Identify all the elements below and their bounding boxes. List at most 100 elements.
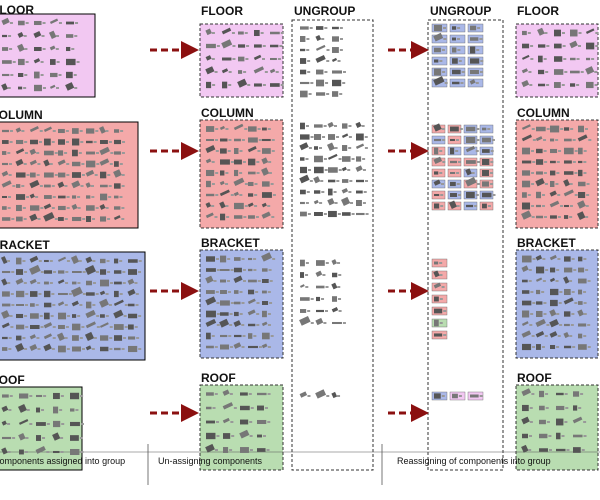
component-icon	[19, 449, 24, 455]
component-icon	[569, 40, 578, 49]
component-icon	[479, 124, 494, 134]
component-icon	[522, 433, 529, 439]
component-icon	[100, 193, 108, 201]
component-icon	[326, 60, 330, 62]
component-icon	[225, 183, 229, 185]
component-icon	[64, 185, 68, 187]
component-icon	[66, 34, 74, 38]
component-icon	[16, 290, 25, 298]
component-icon	[128, 345, 138, 353]
component-icon	[578, 344, 587, 350]
component-icons	[0, 17, 599, 456]
component-icon	[121, 174, 125, 176]
component-icon	[1, 447, 8, 455]
component-icon	[11, 218, 15, 220]
component-icon	[206, 169, 215, 177]
component-icon	[92, 282, 96, 284]
component-icon	[241, 258, 245, 260]
component-icon	[564, 138, 572, 142]
component-icon	[262, 301, 269, 305]
component-icon	[356, 156, 362, 162]
component-icon	[546, 324, 550, 326]
component-icon	[72, 172, 81, 178]
component-icon	[16, 172, 26, 178]
component-icon	[206, 432, 216, 440]
component-icon	[222, 417, 230, 424]
component-icon	[121, 152, 125, 154]
component-icon	[43, 126, 52, 133]
component-icon	[257, 405, 264, 411]
component-icon	[521, 54, 530, 60]
component-icon	[64, 152, 68, 154]
component-icon	[71, 203, 78, 210]
component-icon	[556, 392, 564, 396]
component-icon	[81, 348, 85, 350]
component-icon	[29, 344, 38, 352]
component-icon	[109, 348, 113, 350]
component-icon	[255, 291, 259, 293]
component-icon	[74, 87, 78, 89]
component-icon	[7, 207, 11, 209]
component-icon	[257, 150, 261, 152]
component-icon	[349, 180, 353, 182]
component-icon	[72, 314, 77, 318]
component-icon	[556, 432, 561, 440]
component-icon	[577, 134, 588, 142]
component-icon	[248, 181, 254, 187]
component-icon	[248, 345, 258, 349]
component-icon	[57, 279, 65, 285]
component-icon	[258, 346, 262, 348]
component-icon	[43, 322, 53, 329]
component-icon	[86, 280, 92, 286]
component-icon	[56, 87, 60, 89]
component-icon	[439, 298, 443, 300]
component-icon	[572, 161, 576, 163]
component-icon	[248, 268, 253, 272]
component-icon	[2, 217, 11, 221]
component-icon	[233, 275, 243, 283]
component-icon	[307, 71, 311, 73]
component-icon	[43, 203, 52, 210]
component-icon	[470, 25, 477, 31]
group-label: ROOF	[517, 371, 552, 385]
component-icon	[277, 58, 281, 60]
component-icon	[38, 260, 42, 262]
component-icon	[443, 38, 447, 40]
floor-box	[0, 13, 96, 98]
component-icon	[205, 66, 215, 75]
component-icon	[319, 202, 323, 204]
component-icon	[44, 172, 54, 178]
component-icon	[99, 146, 110, 156]
component-icon	[583, 291, 587, 293]
component-icon	[536, 289, 541, 295]
component-icon	[60, 437, 64, 439]
component-icon	[9, 141, 13, 143]
component-icon	[300, 309, 307, 313]
component-icon	[42, 437, 46, 439]
component-icon	[306, 49, 310, 51]
component-icon	[58, 345, 66, 353]
component-icon	[262, 268, 268, 272]
component-icon	[574, 194, 578, 196]
component-icon	[268, 161, 272, 163]
component-icon	[541, 291, 545, 293]
component-icon	[247, 84, 251, 86]
component-icon	[340, 196, 351, 206]
component-icon	[522, 202, 531, 210]
component-icon	[16, 194, 26, 200]
component-icon	[433, 179, 441, 186]
component-icon	[300, 157, 305, 161]
component-icon	[95, 130, 99, 132]
component-icon	[458, 395, 462, 397]
component-icon	[36, 394, 43, 398]
component-icon	[36, 337, 40, 339]
component-icon	[544, 183, 548, 185]
component-icon	[573, 405, 578, 411]
component-icon	[81, 174, 85, 176]
component-icon	[33, 30, 42, 39]
component-icon	[365, 180, 369, 182]
component-icon	[119, 163, 123, 165]
component-icon	[105, 315, 109, 317]
component-icon	[16, 303, 25, 307]
component-icon	[8, 35, 12, 37]
